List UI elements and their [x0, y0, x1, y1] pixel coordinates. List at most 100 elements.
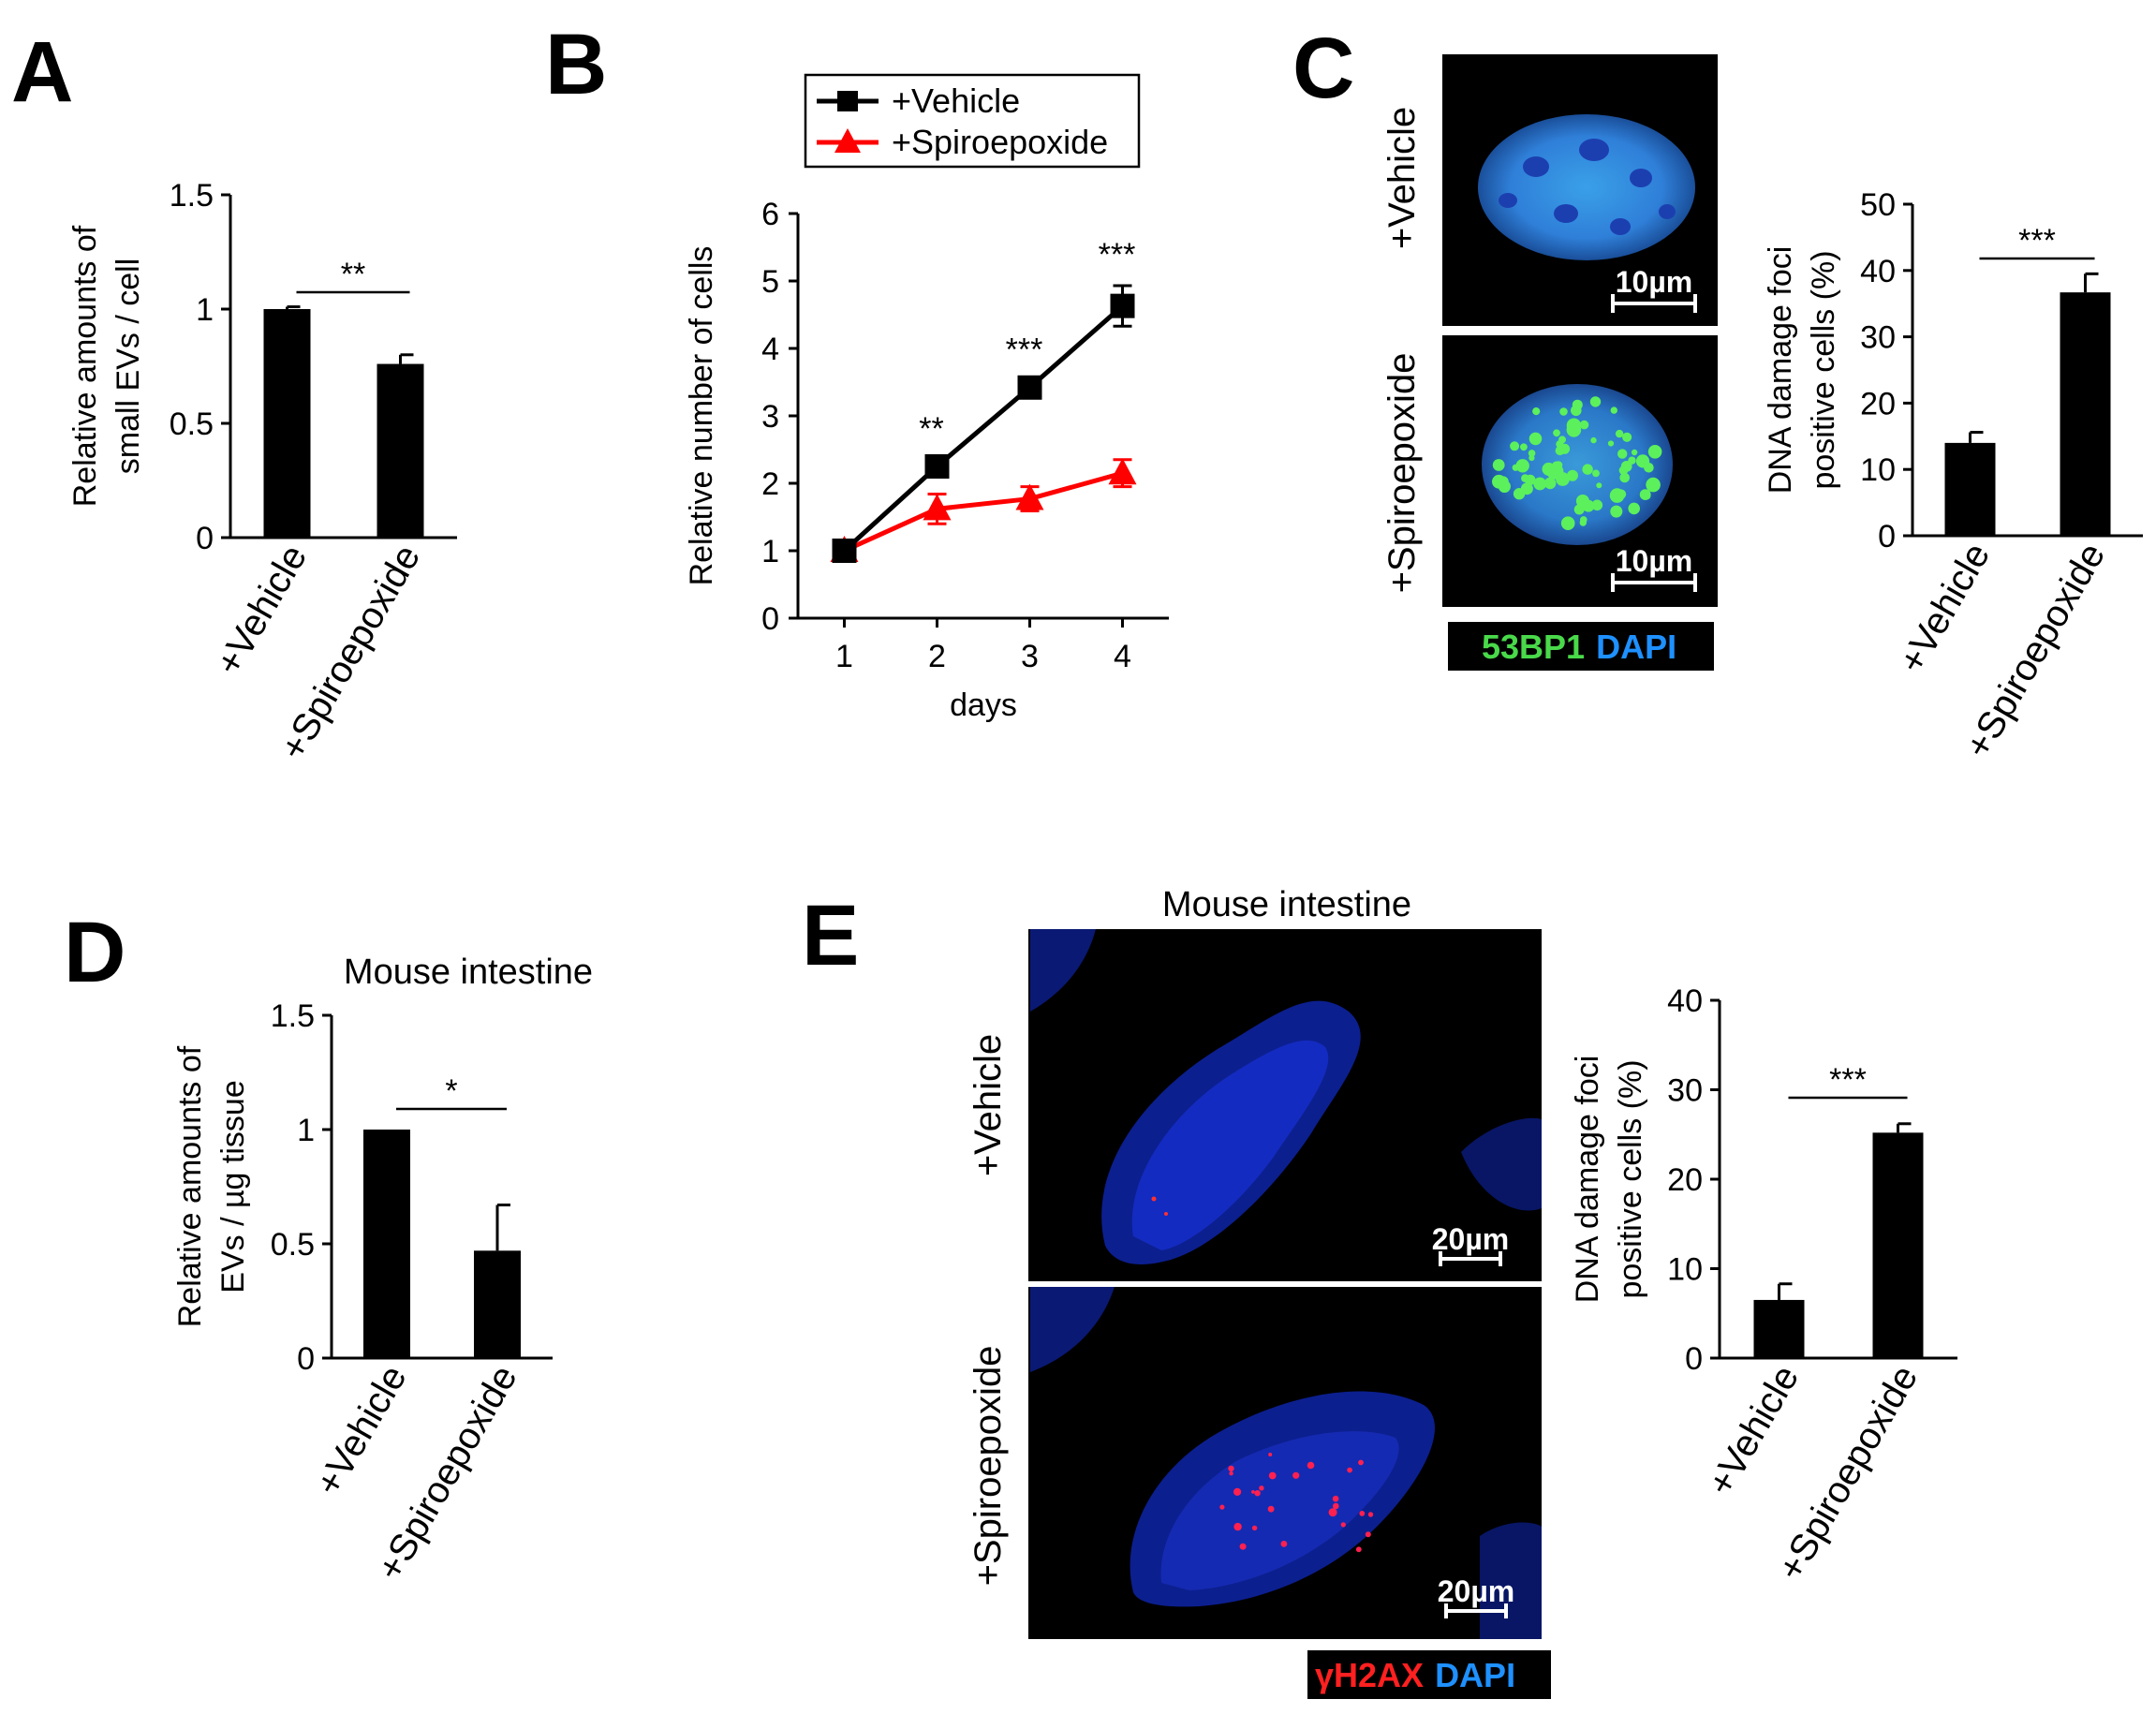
focus-dot-c: [1492, 459, 1505, 471]
y-tick-label-b: 2: [761, 466, 779, 502]
legend-marker-0: [837, 91, 858, 111]
legend-marker-1: [834, 128, 861, 153]
y-tick-label-a: 0: [196, 521, 214, 556]
focus-dot-c: [1533, 477, 1547, 491]
x-category-label-d: +Vehicle: [308, 1359, 415, 1503]
bar-c-1: [2060, 292, 2111, 536]
bar-a-1: [377, 363, 424, 538]
significance-label-e: ***: [1829, 1062, 1867, 1098]
focus-dot-e: [1328, 1508, 1337, 1517]
focus-dot-c: [1532, 407, 1541, 416]
focus-dot-c: [1572, 399, 1583, 410]
scale-bar-c-2-label: 10µm: [1616, 544, 1692, 578]
focus-dot-c: [1582, 464, 1593, 475]
micrograph-e-spiroepoxide: [1028, 1287, 1542, 1639]
focus-dot-e: [1340, 1522, 1346, 1528]
legend-label-0: +Vehicle: [892, 81, 1020, 120]
series-point-1-1: [923, 494, 952, 521]
stain-e-gh2ax: γH2AX: [1315, 1656, 1424, 1694]
scale-bar-c-2: 10µm: [1611, 544, 1697, 592]
stain-c-53bp1: 53BP1: [1482, 628, 1585, 666]
focus-dot-c: [1647, 445, 1662, 459]
focus-dot-c: [1515, 459, 1529, 473]
focus-dot-c: [1543, 477, 1557, 490]
y-tick-label-d: 1.5: [271, 998, 315, 1034]
y-tick-label-a: 1: [196, 292, 214, 328]
y-tick-label-e: 40: [1667, 983, 1703, 1019]
focus-dot-e: [1358, 1459, 1364, 1466]
y-axis-label-e: positive cells (%): [1613, 1059, 1648, 1298]
panel-e-title: Mouse intestine: [1162, 885, 1411, 924]
bar-d-1: [474, 1250, 521, 1358]
y-tick-label-b: 4: [761, 332, 779, 367]
y-tick-label-c: 30: [1860, 320, 1896, 356]
focus-dot-c: [1575, 495, 1589, 508]
focus-dot-e: [1359, 1511, 1366, 1516]
focus-dot-c: [1640, 457, 1648, 465]
focus-dot-e: [1251, 1490, 1255, 1494]
focus-dot-e: [1367, 1512, 1374, 1517]
focus-dot-c: [1620, 461, 1632, 472]
focus-dot-c: [1592, 469, 1600, 478]
chart-c: 0 10 20 30 40 50 DNA damage foci positive cells…: [1763, 187, 2143, 765]
row-label-e-vehicle: +Vehicle: [967, 1034, 1009, 1176]
series-point-0-3: [1110, 293, 1135, 318]
row-label-c-spiroepoxide: +Spiroepoxide: [1381, 353, 1423, 594]
focus-dot-c: [1622, 432, 1632, 442]
micrograph-c-vehicle: [1442, 54, 1718, 326]
y-axis-label-a: small EVs / cell: [111, 259, 146, 475]
legend-label-1: +Spiroepoxide: [892, 123, 1108, 161]
x-axis-label-b: days: [950, 687, 1017, 723]
panel-letter-e: E: [802, 888, 859, 983]
bar-c-0: [1944, 442, 1996, 536]
micrograph-e-vehicle: [1028, 929, 1542, 1281]
focus-dot-e: [1333, 1502, 1339, 1510]
focus-dot-c: [1590, 436, 1597, 444]
y-tick-label-c: 40: [1860, 254, 1896, 289]
focus-dot-c: [1579, 519, 1587, 526]
x-category-label-c: +Vehicle: [1891, 537, 1998, 681]
focus-dot-e: [1233, 1522, 1242, 1531]
x-tick-label-b: 2: [928, 639, 946, 674]
bar-a-0: [263, 309, 311, 538]
focus-dot-e: [1365, 1531, 1371, 1538]
scale-bar-e-1-label: 20µm: [1432, 1222, 1509, 1256]
series-line-1: [843, 470, 1124, 554]
focus-dot-c: [1646, 477, 1661, 493]
y-tick-label-c: 0: [1878, 519, 1896, 554]
focus-dot-e: [1355, 1546, 1362, 1553]
significance-label-c: ***: [2018, 223, 2056, 259]
focus-dot-e: [1280, 1541, 1288, 1547]
focus-dot-e: [1229, 1471, 1233, 1476]
focus-dot-e: [1268, 1453, 1273, 1456]
focus-dot-c: [1617, 489, 1627, 499]
stain-legend-c: 53BP1 DAPI: [1448, 622, 1714, 671]
bar-e-1: [1872, 1132, 1924, 1358]
y-tick-label-b: 6: [761, 197, 779, 232]
series-point-0-1: [924, 454, 950, 479]
focus-dot-c: [1579, 420, 1589, 430]
y-tick-label-d: 0.5: [271, 1227, 315, 1263]
chart-d: 0 0.5 1 1.5 Relative amounts of EVs / µg tiss…: [172, 953, 593, 1588]
focus-dot-e: [1239, 1543, 1247, 1550]
y-tick-label-e: 30: [1667, 1073, 1703, 1109]
focus-dot-c: [1560, 516, 1575, 530]
y-tick-label-d: 0: [297, 1341, 315, 1377]
series-line-0: [842, 303, 1125, 553]
chart-b: 0 1 2 3 4 5 6 1 2 3 4 days Relative number of cells *…: [684, 73, 1169, 723]
bar-e-0: [1753, 1299, 1805, 1358]
focus-dot-e: [1347, 1467, 1352, 1473]
row-label-e-spiroepoxide: +Spiroepoxide: [967, 1346, 1009, 1587]
scale-bar-e-2-label: 20µm: [1438, 1574, 1514, 1608]
focus-dot-c: [1591, 499, 1603, 511]
panel-letter-d: D: [64, 905, 126, 1000]
focus-dot-c: [1553, 429, 1560, 437]
y-axis-label-a: Relative amounts of: [67, 225, 103, 507]
y-axis-label-c: positive cells (%): [1806, 250, 1841, 489]
focus-dot-c: [1528, 454, 1535, 462]
x-tick-label-b: 3: [1021, 639, 1039, 674]
focus-dot-e: [1233, 1487, 1242, 1496]
significance-label-a: **: [341, 257, 365, 292]
focus-dot-e: [1267, 1505, 1275, 1513]
